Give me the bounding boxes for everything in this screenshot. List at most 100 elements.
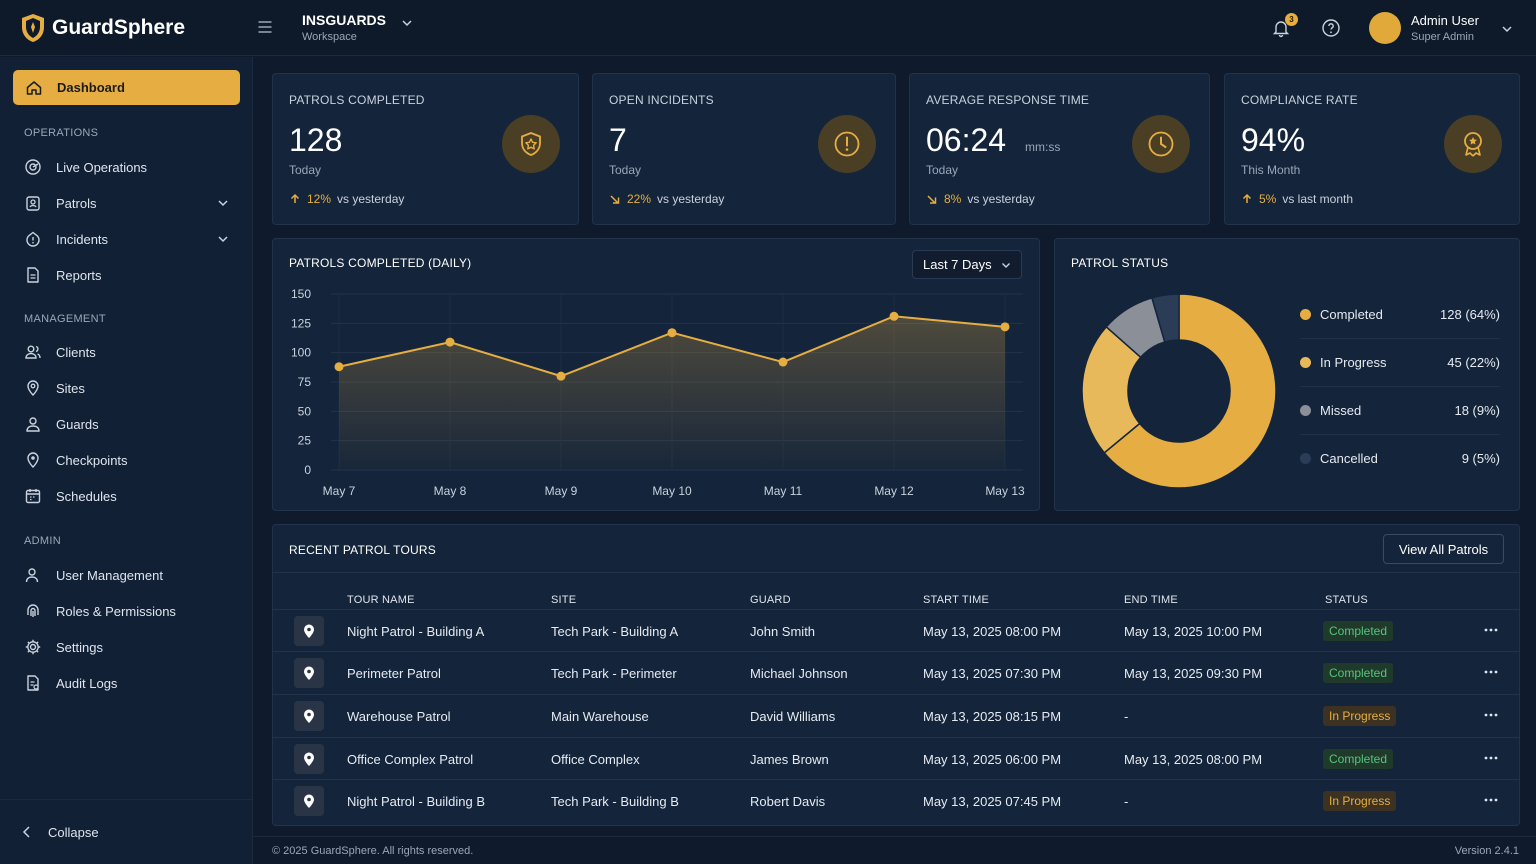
sidebar-item-user-management[interactable]: User Management <box>24 566 230 584</box>
sidebar-item-schedules[interactable]: Schedules <box>24 487 230 505</box>
kpi-trend: 5% vs last month <box>1241 192 1353 206</box>
kpi-trend: 22% vs yesterday <box>609 192 724 206</box>
column-header-guard[interactable]: GUARD <box>750 594 791 606</box>
donut-slice-cancelled[interactable] <box>1151 293 1180 343</box>
table-row[interactable]: Night Patrol - Building B Tech Park - Bui… <box>273 779 1519 822</box>
location-pin-icon <box>304 624 314 638</box>
y-tick-label: 100 <box>291 346 311 360</box>
cell-site: Tech Park - Building A <box>551 624 679 639</box>
tour-location-button[interactable] <box>294 786 324 816</box>
workspace-switcher[interactable]: INSGUARDS Workspace <box>302 12 386 43</box>
column-header-start-time[interactable]: START TIME <box>923 594 989 606</box>
data-point[interactable] <box>556 371 566 381</box>
row-actions-button[interactable] <box>1483 750 1499 771</box>
table-row[interactable]: Perimeter Patrol Tech Park - Perimeter Mic… <box>273 651 1519 694</box>
row-actions-button[interactable] <box>1483 664 1499 685</box>
cell-guard: John Smith <box>750 624 816 639</box>
sidebar-item-incidents[interactable]: Incidents <box>24 230 230 248</box>
help-icon[interactable] <box>1321 18 1341 38</box>
sidebar-item-patrols[interactable]: Patrols <box>24 194 230 212</box>
cell-site: Tech Park - Building B <box>551 794 679 809</box>
sidebar-item-settings[interactable]: Settings <box>24 638 230 656</box>
tour-location-button[interactable] <box>294 616 324 646</box>
notification-badge: 3 <box>1285 13 1298 26</box>
location-pin-icon <box>304 752 314 766</box>
data-point[interactable] <box>334 362 344 372</box>
sidebar-item-label: Settings <box>56 639 103 655</box>
kpi-trend-value: 8% <box>944 192 962 206</box>
row-actions-button[interactable] <box>1483 707 1499 728</box>
sidebar-item-reports[interactable]: Reports <box>24 266 230 284</box>
legend-dot <box>1300 453 1311 464</box>
bell-icon[interactable] <box>1271 18 1291 38</box>
x-tick-label: May 9 <box>545 484 578 498</box>
location-pin-icon <box>304 709 314 723</box>
sidebar-item-guards[interactable]: Guards <box>24 415 230 433</box>
chevron-down-icon[interactable] <box>216 232 230 246</box>
sidebar-item-label: Live Operations <box>56 159 148 175</box>
date-range-select[interactable]: Last 7 Days <box>912 250 1022 279</box>
row-actions-button[interactable] <box>1483 622 1499 643</box>
user-icon <box>25 568 39 583</box>
kpi-card-patrols-completed: PATROLS COMPLETED 128 Today 12% vs yeste… <box>272 73 579 225</box>
sidebar-item-sites[interactable]: Sites <box>24 379 230 397</box>
sidebar-item-dashboard[interactable]: Dashboard <box>13 70 240 105</box>
location-icon <box>27 380 39 396</box>
brand[interactable]: GuardSphere <box>20 13 185 43</box>
status-badge: In Progress <box>1323 791 1397 811</box>
cell-site: Main Warehouse <box>551 709 649 724</box>
chevron-down-icon[interactable] <box>216 196 230 210</box>
view-all-patrols-button[interactable]: View All Patrols <box>1383 534 1504 564</box>
data-point[interactable] <box>445 337 455 347</box>
avatar[interactable] <box>1369 12 1401 44</box>
kpi-period: Today <box>289 163 322 177</box>
menu-toggle-icon[interactable] <box>256 18 274 36</box>
legend-item-missed: Missed 18 (9%) <box>1300 403 1500 418</box>
tour-location-button[interactable] <box>294 744 324 774</box>
table-row[interactable]: Night Patrol - Building A Tech Park - Bui… <box>273 609 1519 652</box>
data-point[interactable] <box>1000 322 1010 332</box>
sidebar-item-checkpoints[interactable]: Checkpoints <box>24 451 230 469</box>
table-row[interactable]: Warehouse Patrol Main Warehouse David Will… <box>273 694 1519 737</box>
cell-start-time: May 13, 2025 06:00 PM <box>923 752 1062 767</box>
collapse-button[interactable]: Collapse <box>0 799 252 864</box>
column-header-site[interactable]: SITE <box>551 594 577 606</box>
legend-item-cancelled: Cancelled 9 (5%) <box>1300 451 1500 466</box>
kpi-trend-value: 5% <box>1259 192 1277 206</box>
column-header-tour-name[interactable]: TOUR NAME <box>347 594 415 606</box>
data-point[interactable] <box>667 328 677 338</box>
data-point[interactable] <box>889 311 899 321</box>
x-tick-label: May 11 <box>764 484 803 498</box>
sidebar-item-roles-permissions[interactable]: Roles & Permissions <box>24 602 230 620</box>
section-title-management: MANAGEMENT <box>24 313 106 325</box>
column-header-status[interactable]: STATUS <box>1325 594 1368 606</box>
sidebar-item-clients[interactable]: Clients <box>24 343 230 361</box>
sidebar-item-label: Schedules <box>56 488 117 504</box>
sidebar-item-label: Dashboard <box>57 80 125 95</box>
arrow-down-right-icon <box>610 195 620 204</box>
chevron-down-icon[interactable] <box>400 16 414 30</box>
section-title-admin: ADMIN <box>24 535 61 547</box>
user-role: Super Admin <box>1411 31 1474 43</box>
row-actions-button[interactable] <box>1483 792 1499 813</box>
clock-icon <box>1148 131 1174 157</box>
tour-location-button[interactable] <box>294 658 324 688</box>
tour-location-button[interactable] <box>294 701 324 731</box>
sidebar-item-live-operations[interactable]: Live Operations <box>24 158 230 176</box>
chevron-down-icon[interactable] <box>1500 22 1514 36</box>
table-row[interactable]: Office Complex Patrol Office Complex James… <box>273 737 1519 780</box>
user-menu[interactable]: Admin User Super Admin <box>1411 13 1479 43</box>
checkpoint-icon <box>27 452 39 468</box>
legend-item-in-progress: In Progress 45 (22%) <box>1300 355 1500 370</box>
sidebar-item-label: Reports <box>56 267 102 283</box>
data-point[interactable] <box>778 357 788 367</box>
donut-slice-completed[interactable] <box>1103 293 1277 489</box>
arrow-down-right-icon <box>927 195 937 204</box>
column-header-end-time[interactable]: END TIME <box>1124 594 1178 606</box>
y-tick-label: 125 <box>291 316 311 330</box>
x-tick-label: May 12 <box>874 484 914 498</box>
sidebar-item-audit-logs[interactable]: Audit Logs <box>24 674 230 692</box>
divider <box>1300 434 1500 435</box>
recent-title: RECENT PATROL TOURS <box>289 543 436 557</box>
recent-patrols-card: RECENT PATROL TOURS View All Patrols TOU… <box>272 524 1520 826</box>
